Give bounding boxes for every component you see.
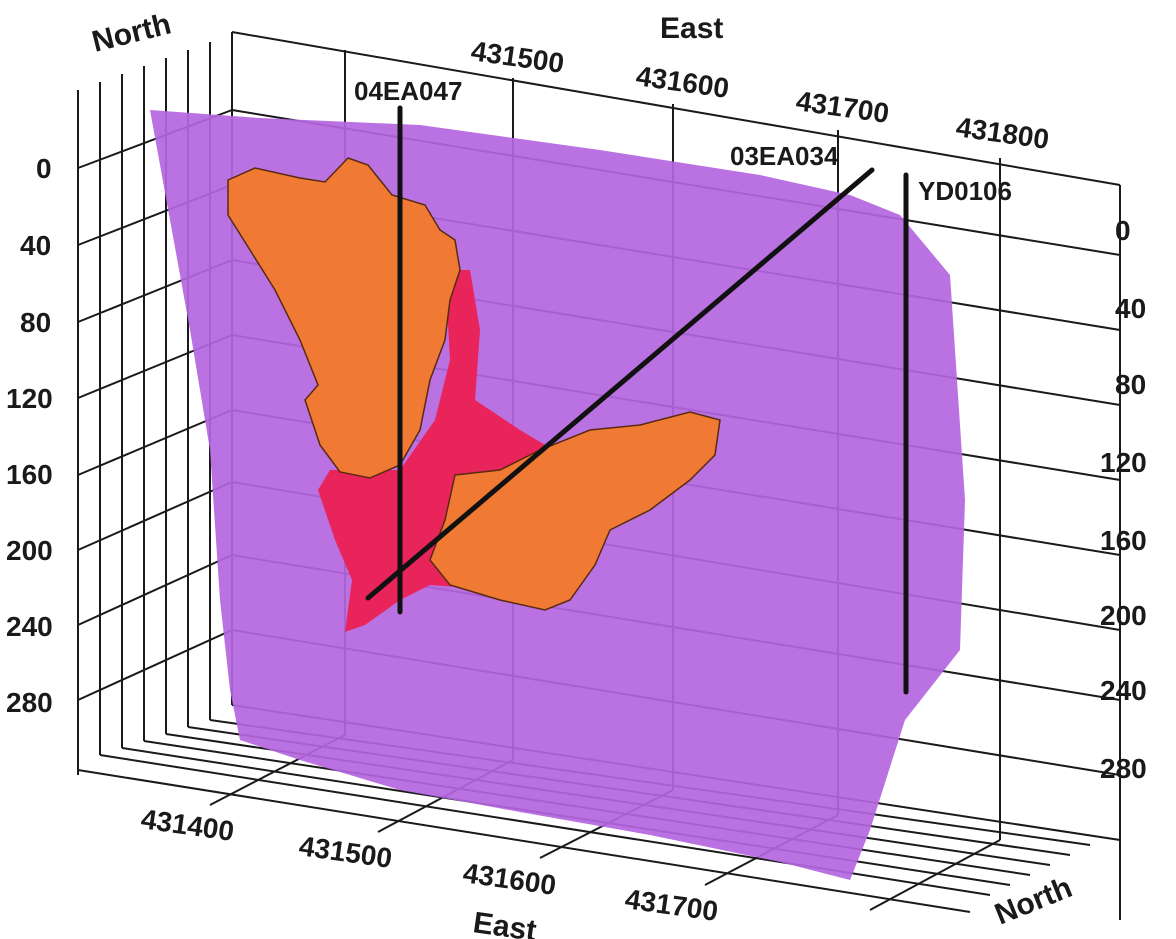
depth-left-tick: 240: [6, 611, 53, 642]
depth-right-tick: 40: [1115, 293, 1146, 324]
east-bottom-tick: 431600: [461, 857, 558, 901]
orebody-orange-lower: [429, 411, 721, 611]
east-top-tick: 431700: [794, 85, 891, 129]
depth-right-tick: 120: [1100, 447, 1147, 478]
depth-right-tick: 240: [1100, 675, 1147, 706]
drillhole-03EA034: [365, 167, 875, 601]
drillhole-label-04EA047: 04EA047: [354, 76, 462, 106]
axis-title-east-bottom: East: [471, 906, 538, 939]
depth-right-tick: 0: [1115, 215, 1131, 246]
axis-title-north-bottom: North: [990, 871, 1077, 932]
east-top-tick: 431500: [469, 35, 566, 79]
east-bottom-tick: 431400: [139, 803, 236, 847]
east-top-tick: 431800: [954, 111, 1051, 155]
depth-left-tick: 200: [6, 535, 53, 566]
east-bottom-tick: 431500: [297, 830, 394, 874]
depth-left-tick: 40: [20, 230, 51, 261]
depth-right-tick: 80: [1115, 369, 1146, 400]
depth-left-tick: 120: [6, 383, 53, 414]
depth-left-tick: 280: [6, 687, 53, 718]
axis-title-east-top: East: [660, 12, 723, 45]
depth-right-tick: 160: [1100, 525, 1147, 556]
depth-right-tick: 200: [1100, 600, 1147, 631]
axis-title-north-top: North: [89, 7, 175, 58]
depth-left-tick: 0: [36, 153, 52, 184]
depth-left-tick: 160: [6, 459, 53, 490]
drillhole-label-03EA034: 03EA034: [730, 141, 839, 171]
east-top-tick: 431600: [634, 60, 731, 104]
east-bottom-tick: 431700: [623, 883, 720, 927]
depth-left-tick: 80: [20, 307, 51, 338]
drillhole-label-YD0106: YD0106: [918, 176, 1012, 206]
depth-right-tick: 280: [1100, 753, 1147, 784]
